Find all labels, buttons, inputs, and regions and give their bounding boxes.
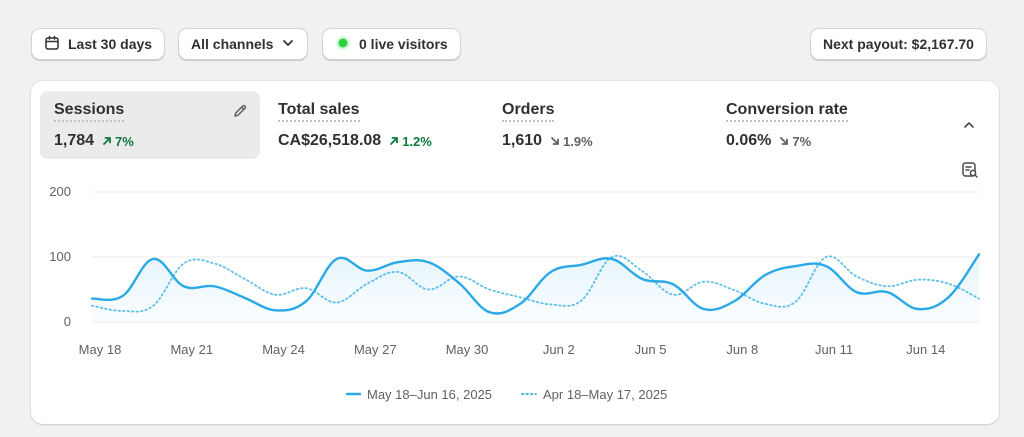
metric-delta: 7%	[779, 134, 811, 149]
date-range-label: Last 30 days	[68, 36, 153, 52]
channels-dropdown[interactable]: All channels	[178, 28, 309, 60]
metric-delta-value: 1.2%	[402, 133, 432, 149]
arrow-up-right-icon	[390, 137, 399, 145]
chart-search-icon[interactable]	[961, 161, 979, 184]
metric-delta: 7%	[102, 134, 134, 149]
metric-conversion-rate[interactable]: Conversion rate 0.06% 7%	[712, 91, 932, 159]
metric-value: 1,784	[54, 132, 95, 149]
x-tick-label: May 24	[262, 342, 305, 357]
metric-value: 1,610	[502, 132, 543, 149]
channels-label: All channels	[191, 36, 274, 52]
metric-title: Sessions	[54, 101, 125, 122]
x-tick-label: Jun 8	[726, 342, 758, 357]
metric-delta-value: 1.9%	[563, 133, 593, 149]
metric-delta: 1.2%	[389, 134, 432, 149]
sessions-line-chart: May 18 May 21 May 24 May 27 May 30 Jun 2 Jun 5…	[49, 184, 981, 402]
live-visitors-label: 0 live visitors	[359, 36, 448, 52]
y-tick-label: 200	[49, 184, 71, 199]
metric-title: Total sales	[278, 101, 360, 122]
metric-delta: 1.9%	[550, 134, 593, 149]
x-tick-label: May 18	[79, 342, 122, 357]
arrow-up-right-icon	[103, 137, 111, 145]
calendar-icon	[44, 35, 60, 54]
metric-orders[interactable]: Orders 1,610 1.9%	[488, 91, 708, 159]
metric-delta-value: 7%	[792, 133, 812, 149]
x-tick-label: Jun 5	[635, 342, 667, 357]
metric-delta-value: 7%	[115, 133, 134, 149]
x-tick-label: Jun 11	[815, 342, 853, 357]
topbar: Last 30 days All channels 0 live visitor…	[0, 0, 1024, 80]
x-tick-label: May 27	[354, 342, 397, 357]
metric-sessions[interactable]: Sessions 1,784 7%	[40, 91, 260, 159]
x-tick-label: May 30	[446, 342, 489, 357]
chevron-up-icon[interactable]	[961, 117, 977, 138]
metric-title: Orders	[502, 101, 555, 122]
pencil-icon[interactable]	[232, 103, 248, 124]
date-range-button[interactable]: Last 30 days	[31, 28, 166, 60]
legend-label-current: May 18–Jun 16, 2025	[367, 387, 492, 402]
legend-label-previous: Apr 18–May 17, 2025	[543, 387, 667, 402]
next-payout-button[interactable]: Next payout: $2,167.70	[810, 28, 987, 60]
y-tick-label: 100	[49, 249, 71, 264]
x-tick-label: Jun 14	[906, 342, 945, 357]
arrow-down-right-icon	[780, 137, 789, 145]
metric-value: 0.06%	[726, 132, 772, 149]
x-tick-label: Jun 2	[543, 342, 575, 357]
live-visitors-button[interactable]: 0 live visitors	[322, 28, 461, 60]
next-payout-label: Next payout: $2,167.70	[823, 36, 974, 52]
series-line-current	[90, 253, 981, 315]
chevron-down-icon	[281, 36, 295, 53]
live-status-icon	[335, 35, 351, 54]
metric-total-sales[interactable]: Total sales CA$26,518.08 1.2%	[264, 91, 484, 159]
analytics-card: Sessions 1,784 7% Total sales CA$26,518.…	[31, 81, 999, 424]
arrow-down-right-icon	[551, 137, 559, 145]
y-tick-label: 0	[64, 314, 71, 329]
x-tick-label: May 21	[170, 342, 213, 357]
metric-title: Conversion rate	[726, 101, 848, 122]
metric-value: CA$26,518.08	[278, 132, 382, 149]
